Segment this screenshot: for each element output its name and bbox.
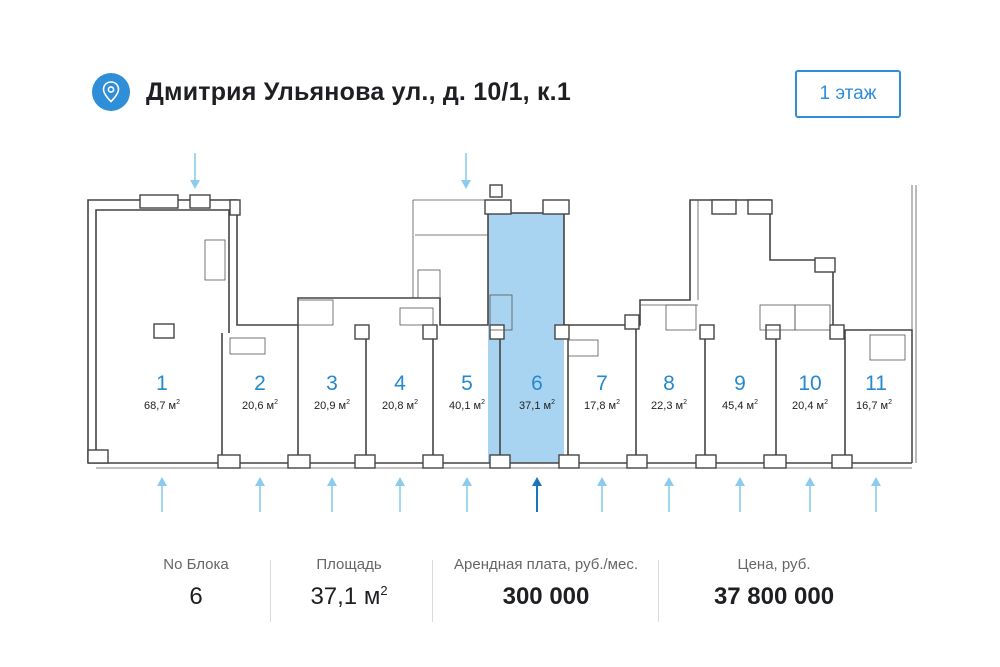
- location-pin-icon: [92, 73, 130, 111]
- unit-area: 45,4 м2: [722, 399, 758, 412]
- unit-area: 20,8 м2: [382, 399, 418, 412]
- entrance-arrow-head: [735, 477, 745, 486]
- inner-wall-1: [95, 209, 230, 463]
- header: Дмитрия Ульянова ул., д. 10/1, к.1: [92, 72, 571, 112]
- unit-8[interactable]: 8 22,3 м2: [651, 372, 687, 412]
- unit-1[interactable]: 1 68,7 м2: [144, 372, 180, 412]
- rent-value: 300 000: [502, 583, 590, 610]
- unit-9[interactable]: 9 45,4 м2: [722, 372, 758, 412]
- block-number-column: No Блока 6: [140, 556, 252, 611]
- unit-number: 4: [394, 372, 406, 395]
- unit-5[interactable]: 5 40,1 м2: [449, 372, 485, 412]
- unit-number: 11: [865, 372, 887, 395]
- area-label: Площадь: [316, 556, 382, 573]
- unit-2[interactable]: 2 20,6 м2: [242, 372, 278, 412]
- rent-column: Арендная плата, руб./мес. 300 000: [440, 556, 652, 611]
- entrance-arrow-head: [871, 477, 881, 486]
- unit-area: 20,6 м2: [242, 399, 278, 412]
- unit-area: 17,8 м2: [584, 399, 620, 412]
- entrance-arrow-head: [532, 477, 542, 486]
- unit-area: 16,7 м2: [856, 399, 892, 412]
- price-value: 37 800 000: [713, 583, 835, 610]
- unit-11[interactable]: 11 16,7 м2: [856, 372, 892, 412]
- unit-6[interactable]: 6 37,1 м2: [519, 372, 555, 412]
- divider: [270, 560, 271, 622]
- unit-number: 8: [663, 372, 675, 395]
- block-number-value: 6: [189, 583, 203, 610]
- entrance-arrow-head: [327, 477, 337, 486]
- top-entrance-arrow-head: [190, 180, 200, 189]
- unit-number: 5: [461, 372, 473, 395]
- unit-area: 40,1 м2: [449, 399, 485, 412]
- unit-area: 20,9 м2: [314, 399, 350, 412]
- block-number-label: No Блока: [163, 556, 229, 573]
- entrance-arrow-head: [805, 477, 815, 486]
- rent-label: Арендная плата, руб./мес.: [454, 556, 638, 573]
- entrance-arrows: [157, 153, 881, 512]
- unit-number: 3: [326, 372, 338, 395]
- unit-number: 9: [734, 372, 746, 395]
- unit-number: 2: [254, 372, 266, 395]
- price-column: Цена, руб. 37 800 000: [690, 556, 858, 611]
- unit-area: 20,4 м2: [792, 399, 828, 412]
- unit-area: 22,3 м2: [651, 399, 687, 412]
- unit-number: 1: [156, 372, 168, 395]
- unit-number: 7: [596, 372, 608, 395]
- entrance-arrow-head: [664, 477, 674, 486]
- divider: [432, 560, 433, 622]
- columns: [87, 184, 853, 469]
- top-entrance-arrow-head: [461, 180, 471, 189]
- entrance-arrow-head: [597, 477, 607, 486]
- unit-labels: 1 68,7 м2 2 20,6 м2 3 20,9 м2 4 20,8 м2 5 40,1 м2…: [144, 372, 892, 412]
- unit-7[interactable]: 7 17,8 м2: [584, 372, 620, 412]
- unit-info-panel: No Блока 6 Площадь 37,1 м2 Арендная плат…: [0, 556, 1000, 626]
- price-label: Цена, руб.: [737, 556, 811, 573]
- unit-number: 10: [798, 372, 821, 395]
- entrance-arrow-head: [462, 477, 472, 486]
- outer-wall: [87, 199, 913, 463]
- entrance-arrow-head: [157, 477, 167, 486]
- entrance-arrow-head: [395, 477, 405, 486]
- entrance-arrow-head: [255, 477, 265, 486]
- unit-area: 37,1 м2: [519, 399, 555, 412]
- unit-4[interactable]: 4 20,8 м2: [382, 372, 418, 412]
- unit-3[interactable]: 3 20,9 м2: [314, 372, 350, 412]
- floor-selector-button[interactable]: 1 этаж: [795, 70, 901, 118]
- unit-number: 6: [531, 372, 543, 395]
- address-title: Дмитрия Ульянова ул., д. 10/1, к.1: [146, 77, 571, 106]
- bathroom-fixtures: [204, 239, 906, 361]
- unit-area: 68,7 м2: [144, 399, 180, 412]
- area-value: 37,1 м2: [310, 583, 388, 610]
- area-column: Площадь 37,1 м2: [285, 556, 413, 611]
- divider: [658, 560, 659, 622]
- floor-plan: 1 68,7 м2 2 20,6 м2 3 20,9 м2 4 20,8 м2 5 40,1 м2…: [87, 153, 917, 512]
- unit-10[interactable]: 10 20,4 м2: [792, 372, 828, 412]
